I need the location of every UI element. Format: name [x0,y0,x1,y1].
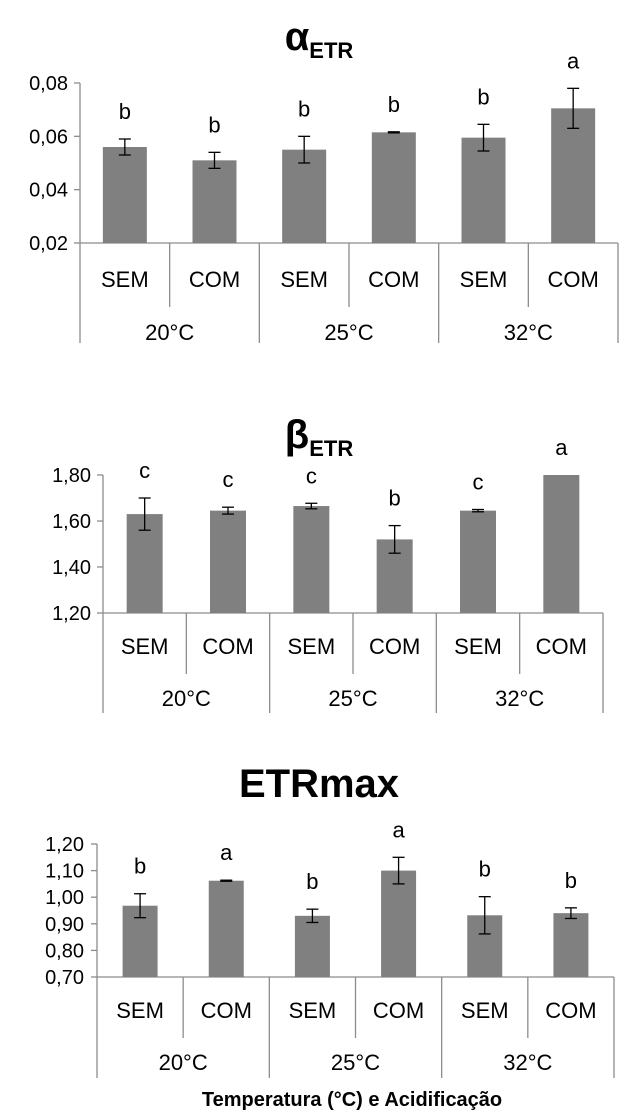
y-tick-label: 1,60 [52,511,91,533]
y-tick-label: 0,90 [45,914,84,936]
significance-label: c [473,470,484,495]
group-label: 32°C [503,1050,552,1075]
category-label: SEM [289,998,337,1023]
chart-etrmax: ETRmax 0,70 0,80 0,90 1,00 1,10 1,20 b SEM a COM b S… [45,762,615,1078]
y-tick-label: 0,08 [29,73,68,95]
bar [282,149,327,243]
significance-label: b [306,869,318,894]
y-tick-label: 1,10 [45,861,84,883]
category-label: SEM [460,267,508,292]
y-tick-label: 1,20 [45,834,84,856]
category-label: COM [373,998,424,1023]
y-tick-label: 0,04 [29,180,68,202]
bar [543,475,580,613]
category-label: COM [189,267,240,292]
category-label: COM [202,634,253,659]
significance-label: b [208,112,220,137]
category-label: COM [369,634,420,659]
significance-label: b [298,96,310,121]
significance-label: c [306,463,317,488]
y-tick-label: 1,00 [45,887,84,909]
group-label: 25°C [331,1050,380,1075]
y-tick-label: 1,20 [52,603,91,625]
category-label: COM [536,634,587,659]
significance-label: a [220,840,233,865]
chart-title-subscript: ETR [309,38,353,63]
chart-beta-etr: βETR 1,20 1,40 1,60 1,80 c SEM c COM c SEM b COM c SEM… [52,413,604,713]
bar [294,915,330,977]
category-label: SEM [101,267,149,292]
group-label: 20°C [159,1050,208,1075]
significance-label: a [392,817,405,842]
category-label: SEM [287,634,335,659]
chart-title: ETRmax [239,762,399,806]
y-tick-label: 0,02 [29,233,68,255]
chart-title: βETR [285,413,354,461]
chart-alpha-etr: αETR 0,02 0,04 0,06 0,08 b SEM b COM b SEM b COM b SEM… [29,15,619,345]
significance-label: b [389,486,401,511]
group-label: 25°C [328,686,377,711]
significance-label: a [555,435,568,460]
x-axis-title: Temperatura (°C) e Acidificação [202,1089,502,1111]
bar [381,870,417,977]
bar [461,137,506,243]
bar [551,108,596,243]
y-tick-label: 0,06 [29,126,68,148]
group-label: 20°C [162,686,211,711]
category-label: COM [368,267,419,292]
category-label: SEM [121,634,169,659]
bar [371,132,416,243]
group-label: 25°C [324,320,373,345]
category-label: COM [545,998,596,1023]
bar [192,160,237,243]
significance-label: c [223,467,234,492]
chart-title: αETR [285,15,354,63]
y-tick-label: 1,40 [52,557,91,579]
chart-title-subscript: ETR [309,436,353,461]
significance-label: b [119,99,131,124]
category-label: SEM [116,998,164,1023]
bar [460,510,496,613]
significance-label: c [139,458,150,483]
significance-label: b [565,868,577,893]
significance-label: b [477,84,489,109]
y-tick-label: 1,80 [52,465,91,487]
y-tick-label: 0,70 [45,967,84,989]
bar [210,510,246,613]
y-tick-label: 0,80 [45,940,84,962]
category-label: COM [548,267,599,292]
significance-label: b [388,92,400,117]
category-label: SEM [280,267,328,292]
significance-label: b [479,857,491,882]
category-label: SEM [461,998,509,1023]
bar [208,880,244,977]
group-label: 32°C [495,686,544,711]
category-label: COM [201,998,252,1023]
category-label: SEM [454,634,502,659]
group-label: 20°C [145,320,194,345]
bar [293,506,330,613]
bar [102,147,147,243]
significance-label: b [134,854,146,879]
significance-label: a [567,48,580,73]
group-label: 32°C [504,320,553,345]
bar [553,913,589,977]
